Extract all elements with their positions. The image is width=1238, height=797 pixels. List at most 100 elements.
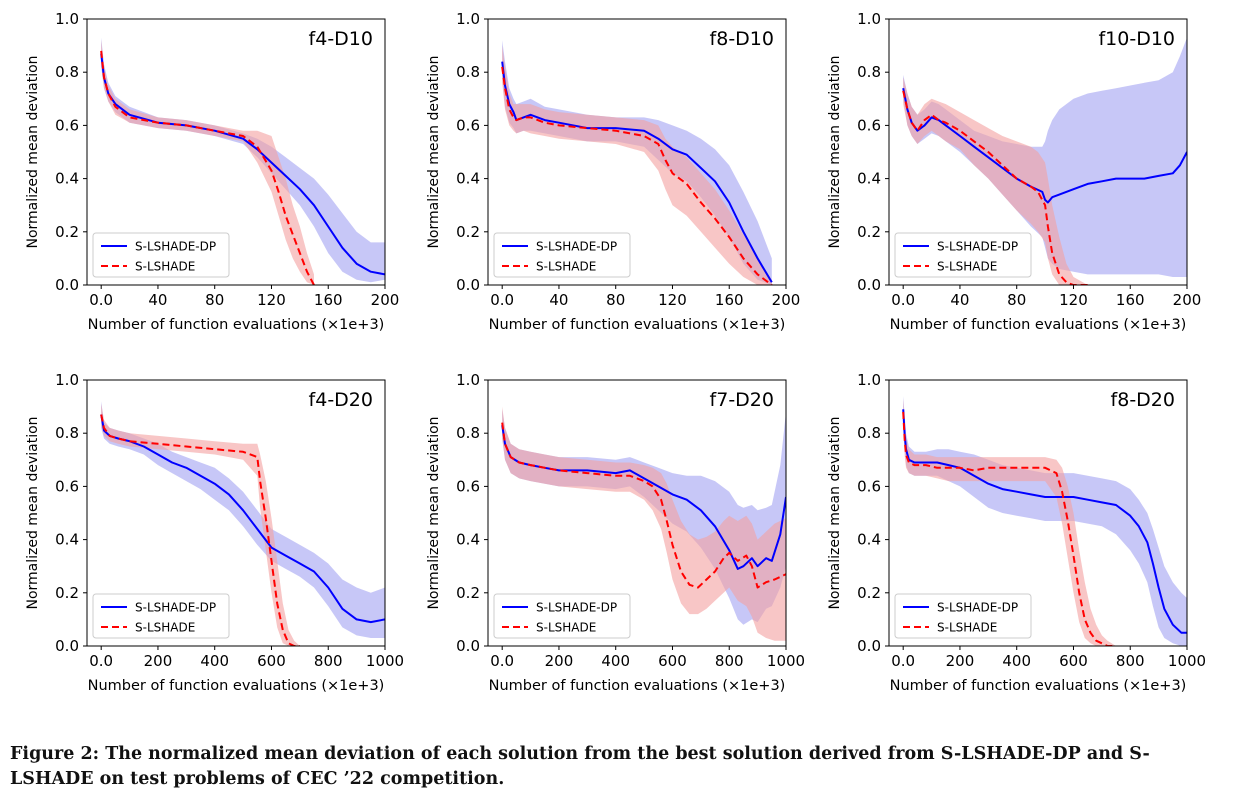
y-tick-label: 0.4 xyxy=(456,531,480,549)
x-tick-label: 1000 xyxy=(1168,652,1206,670)
subplot-f8-d20: 0.0 200 400 600 800 1000 0.0 0.2 0.4 0.6 0.8 1.0 Num… xyxy=(827,371,1206,694)
line-s-lshade-dp xyxy=(902,88,1187,204)
x-tick-label: 120 xyxy=(1059,291,1088,309)
x-axis-label: Number of function evaluations (×1e+3) xyxy=(88,678,385,694)
x-tick-label: 0.0 xyxy=(891,291,915,309)
line-s-lshade xyxy=(902,90,1088,285)
subplot-f4-d20: 0.0 200 400 600 800 1000 0.0 0.2 0.4 0.6 0.8 1.0 Num… xyxy=(25,371,404,694)
y-tick-label: 0.4 xyxy=(857,531,881,549)
x-tick-label: 40 xyxy=(549,291,568,309)
panel-title: f4-D20 xyxy=(309,389,373,411)
legend: S-LSHADE-DP S-LSHADE xyxy=(493,232,631,278)
x-tick-label: 400 xyxy=(1002,652,1031,670)
x-tick-label: 80 xyxy=(205,291,224,309)
panel-title: f10-D10 xyxy=(1098,28,1175,50)
x-tick-label: 200 xyxy=(371,291,400,309)
y-tick-label: 0.2 xyxy=(55,223,79,241)
x-tick-label: 600 xyxy=(1059,652,1088,670)
y-axis-label: Normalized mean deviation xyxy=(827,416,843,609)
panel-title: f8-D10 xyxy=(710,28,774,50)
axes-frame xyxy=(487,18,787,286)
legend: S-LSHADE-DP S-LSHADE xyxy=(92,232,230,278)
band-s-lshade xyxy=(502,45,772,285)
y-tick-label: 0.6 xyxy=(456,116,480,134)
x-tick-label: 600 xyxy=(257,652,286,670)
plot-area xyxy=(902,396,1187,646)
y-tick-label: 0.8 xyxy=(456,63,480,81)
axes-frame xyxy=(86,18,386,286)
legend-label: S-LSHADE xyxy=(937,621,997,635)
x-tick-label: 120 xyxy=(658,291,687,309)
y-tick-label: 0.6 xyxy=(456,477,480,495)
x-tick-label: 1000 xyxy=(366,652,404,670)
plot-area xyxy=(100,401,385,646)
x-tick-label: 200 xyxy=(144,652,173,670)
panel-title: f7-D20 xyxy=(710,389,774,411)
y-tick-label: 1.0 xyxy=(55,371,79,389)
line-s-lshade xyxy=(100,50,315,285)
band-s-lshade-dp xyxy=(101,401,385,638)
band-s-lshade xyxy=(502,406,786,641)
y-tick-label: 0.0 xyxy=(857,637,881,655)
band-s-lshade-dp xyxy=(903,37,1187,277)
x-tick-label: 160 xyxy=(1116,291,1145,309)
y-tick-label: 0.6 xyxy=(55,116,79,134)
legend: S-LSHADE-DP S-LSHADE xyxy=(92,593,230,639)
legend-label: S-LSHADE xyxy=(536,260,596,274)
panel-title: f4-D10 xyxy=(309,28,373,50)
y-tick-label: 0.0 xyxy=(456,637,480,655)
panel-title: f8-D20 xyxy=(1111,389,1175,411)
x-tick-label: 400 xyxy=(601,652,630,670)
y-tick-label: 1.0 xyxy=(857,371,881,389)
x-tick-label: 0.0 xyxy=(89,291,113,309)
legend-label: S-LSHADE xyxy=(135,621,195,635)
subplot-f7-d20: 0.0 200 400 600 800 1000 0.0 0.2 0.4 0.6 0.8 1.0 Num… xyxy=(426,371,805,694)
legend: S-LSHADE-DP S-LSHADE xyxy=(493,593,631,639)
y-tick-label: 0.0 xyxy=(55,276,79,294)
x-axis-label: Number of function evaluations (×1e+3) xyxy=(890,317,1187,333)
y-tick-label: 0.4 xyxy=(55,531,79,549)
y-tick-label: 0.4 xyxy=(456,170,480,188)
x-tick-label: 800 xyxy=(1116,652,1145,670)
x-tick-label: 0.0 xyxy=(490,291,514,309)
legend-label: S-LSHADE-DP xyxy=(135,601,216,615)
legend-label: S-LSHADE xyxy=(536,621,596,635)
subplot-f8-d10: 0.0 40 80 120 160 200 0.0 0.2 0.4 0.6 0.8 1.0 Number… xyxy=(426,10,800,333)
y-tick-label: 0.8 xyxy=(456,424,480,442)
line-s-lshade xyxy=(501,422,786,589)
line-s-lshade xyxy=(902,411,1116,646)
y-tick-label: 0.6 xyxy=(857,116,881,134)
y-tick-label: 0.2 xyxy=(857,584,881,602)
y-tick-label: 0.8 xyxy=(857,424,881,442)
x-tick-label: 1000 xyxy=(767,652,805,670)
y-axis-label: Normalized mean deviation xyxy=(25,55,41,248)
plot-area xyxy=(100,37,385,285)
x-tick-label: 0.0 xyxy=(891,652,915,670)
y-tick-label: 0.2 xyxy=(55,584,79,602)
y-tick-label: 0.6 xyxy=(857,477,881,495)
band-s-lshade xyxy=(101,403,300,646)
figure-caption: Figure 2: The normalized mean deviation … xyxy=(10,744,1150,789)
band-s-lshade xyxy=(903,398,1116,646)
line-s-lshade xyxy=(501,66,773,285)
y-axis-label: Normalized mean deviation xyxy=(426,55,442,248)
legend-label: S-LSHADE-DP xyxy=(536,240,617,254)
y-tick-label: 0.6 xyxy=(55,477,79,495)
line-s-lshade-dp xyxy=(501,61,773,283)
legend-label: S-LSHADE-DP xyxy=(536,601,617,615)
x-tick-label: 40 xyxy=(950,291,969,309)
y-tick-label: 1.0 xyxy=(857,10,881,28)
y-tick-label: 0.8 xyxy=(857,63,881,81)
x-axis-label: Number of function evaluations (×1e+3) xyxy=(890,678,1187,694)
y-tick-label: 0.2 xyxy=(456,223,480,241)
axes-frame xyxy=(487,379,787,647)
plot-area xyxy=(501,40,773,285)
band-s-lshade xyxy=(903,77,1088,285)
line-s-lshade-dp xyxy=(100,414,385,624)
x-tick-label: 200 xyxy=(545,652,574,670)
band-s-lshade-dp xyxy=(101,37,385,283)
y-tick-label: 1.0 xyxy=(55,10,79,28)
line-s-lshade xyxy=(100,414,300,646)
legend: S-LSHADE-DP S-LSHADE xyxy=(894,232,1032,278)
y-tick-label: 0.0 xyxy=(456,276,480,294)
